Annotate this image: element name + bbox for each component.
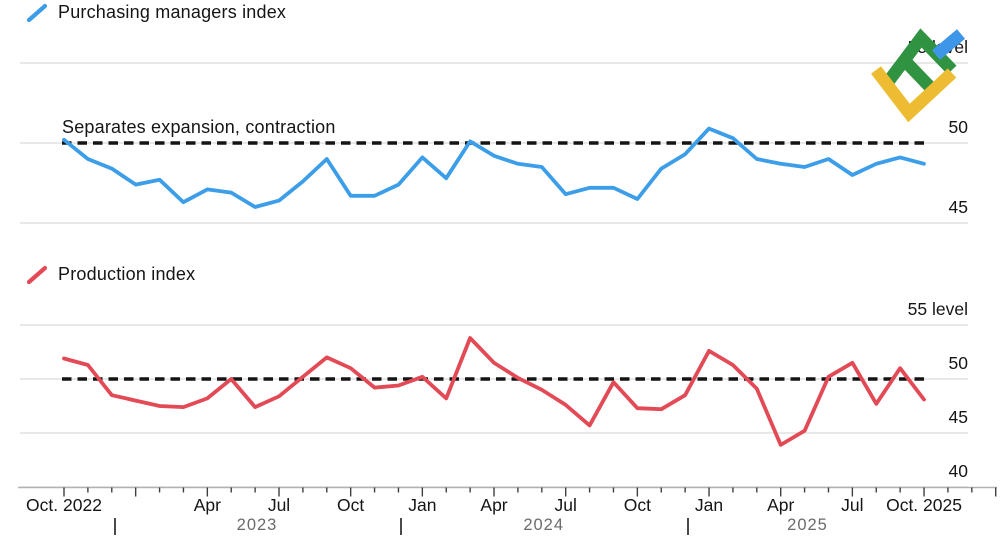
production-line-series <box>62 336 926 447</box>
x-axis <box>18 486 997 497</box>
pmi-line-series <box>62 126 926 209</box>
